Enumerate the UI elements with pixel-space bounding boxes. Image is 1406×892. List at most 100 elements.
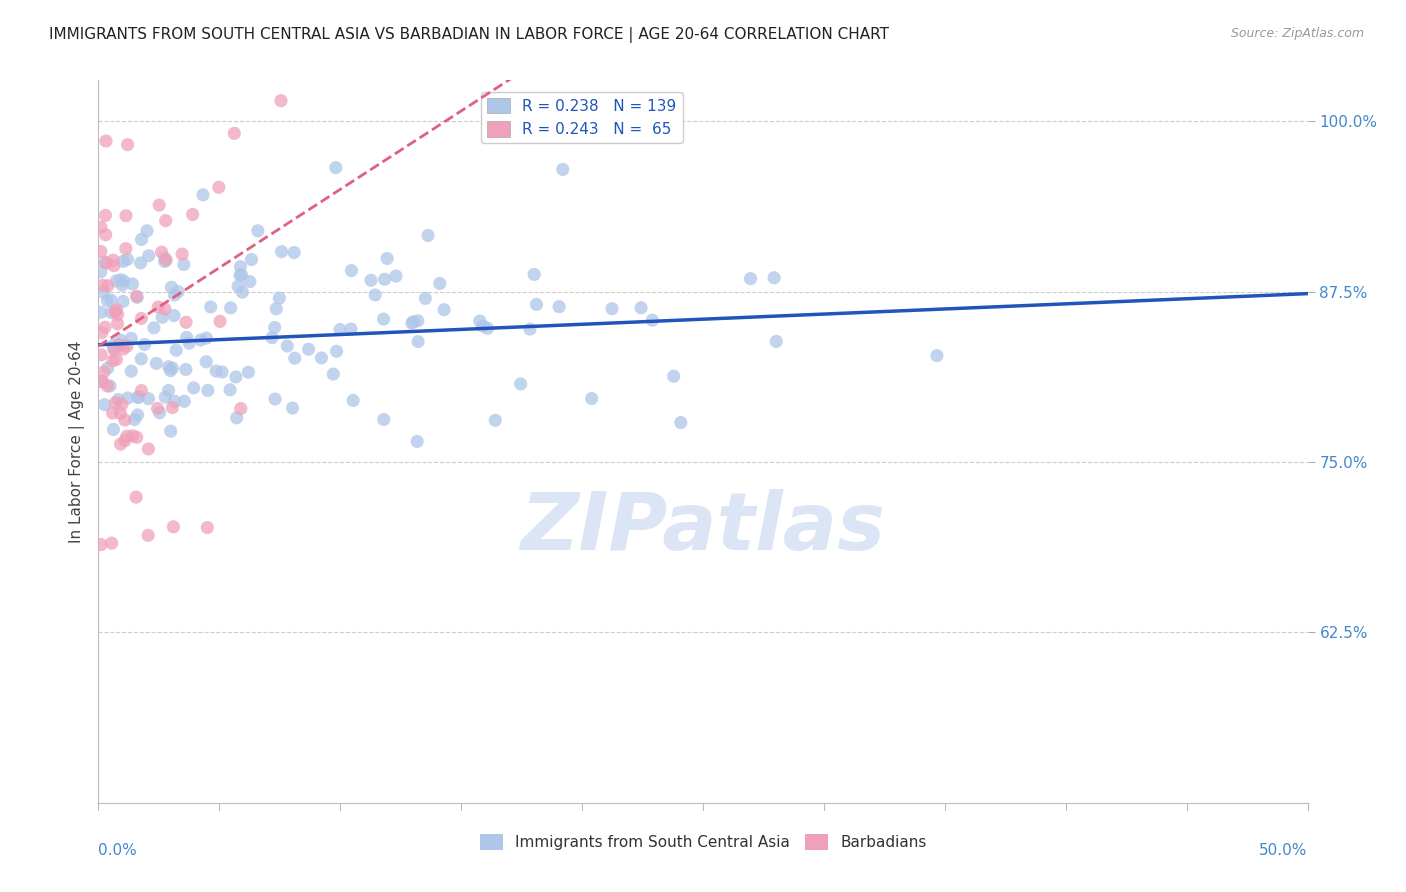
Point [104, 305, 127, 319]
Point [159, 363, 181, 377]
Point [138, 442, 160, 456]
Point [90, 348, 112, 362]
Point [115, 339, 138, 353]
Point [176, 330, 198, 344]
Point [548, 300, 571, 314]
Point [90, 305, 112, 319]
Point [205, 364, 228, 378]
Point [117, 137, 139, 152]
Point [94, 255, 117, 269]
Point [165, 343, 187, 358]
Point [125, 490, 148, 504]
Point [90, 326, 112, 340]
Point [519, 322, 541, 336]
Point [93, 285, 115, 300]
Point [600, 301, 623, 316]
Point [523, 268, 546, 282]
Point [103, 259, 125, 273]
Text: 0.0%: 0.0% [98, 843, 138, 857]
Point [662, 369, 685, 384]
Point [246, 224, 269, 238]
Point [162, 401, 184, 415]
Point [373, 312, 395, 326]
Point [105, 352, 128, 367]
Point [100, 536, 122, 550]
Point [103, 422, 125, 436]
Point [167, 285, 190, 299]
Point [127, 408, 149, 422]
Point [127, 290, 149, 304]
Point [134, 337, 156, 351]
Point [225, 410, 247, 425]
Point [269, 291, 291, 305]
Point [225, 370, 247, 384]
Point [340, 263, 363, 277]
Point [526, 297, 548, 311]
Point [90, 244, 112, 259]
Point [114, 242, 136, 256]
Point [114, 434, 136, 448]
Point [148, 300, 170, 314]
Point [163, 309, 186, 323]
Point [231, 285, 253, 300]
Point [155, 213, 177, 227]
Point [153, 251, 176, 265]
Point [162, 520, 184, 534]
Point [374, 272, 396, 286]
Point [197, 384, 219, 398]
Point [90, 265, 112, 279]
Point [484, 413, 506, 427]
Point [270, 94, 292, 108]
Point [340, 322, 363, 336]
Point [229, 268, 252, 283]
Point [211, 365, 233, 379]
Point [91, 278, 114, 293]
Point [191, 187, 214, 202]
Point [157, 384, 180, 398]
Point [153, 254, 176, 268]
Point [155, 253, 177, 268]
Point [90, 375, 112, 389]
Point [91, 374, 114, 388]
Point [477, 321, 499, 335]
Point [114, 413, 136, 427]
Point [136, 528, 159, 542]
Point [110, 273, 132, 287]
Point [111, 397, 134, 411]
Point [131, 384, 153, 398]
Point [239, 275, 262, 289]
Point [93, 365, 115, 379]
Point [162, 361, 184, 376]
Point [103, 338, 125, 352]
Point [342, 393, 364, 408]
Point [174, 362, 197, 376]
Point [107, 308, 129, 322]
Point [150, 310, 173, 325]
Point [98, 379, 121, 393]
Point [284, 351, 307, 366]
Point [112, 274, 135, 288]
Point [429, 277, 451, 291]
Point [138, 249, 160, 263]
Point [150, 245, 173, 260]
Point [260, 331, 283, 345]
Point [402, 315, 425, 329]
Point [509, 376, 531, 391]
Point [129, 351, 152, 366]
Point [172, 247, 194, 261]
Point [416, 228, 439, 243]
Point [90, 220, 112, 235]
Point [190, 333, 212, 347]
Point [263, 320, 285, 334]
Point [90, 537, 112, 551]
Point [105, 274, 128, 288]
Point [104, 395, 127, 409]
Point [163, 288, 186, 302]
Point [121, 429, 143, 443]
Point [669, 416, 692, 430]
Point [551, 162, 574, 177]
Point [200, 300, 222, 314]
Point [415, 291, 437, 305]
Point [224, 126, 246, 140]
Point [101, 253, 124, 268]
